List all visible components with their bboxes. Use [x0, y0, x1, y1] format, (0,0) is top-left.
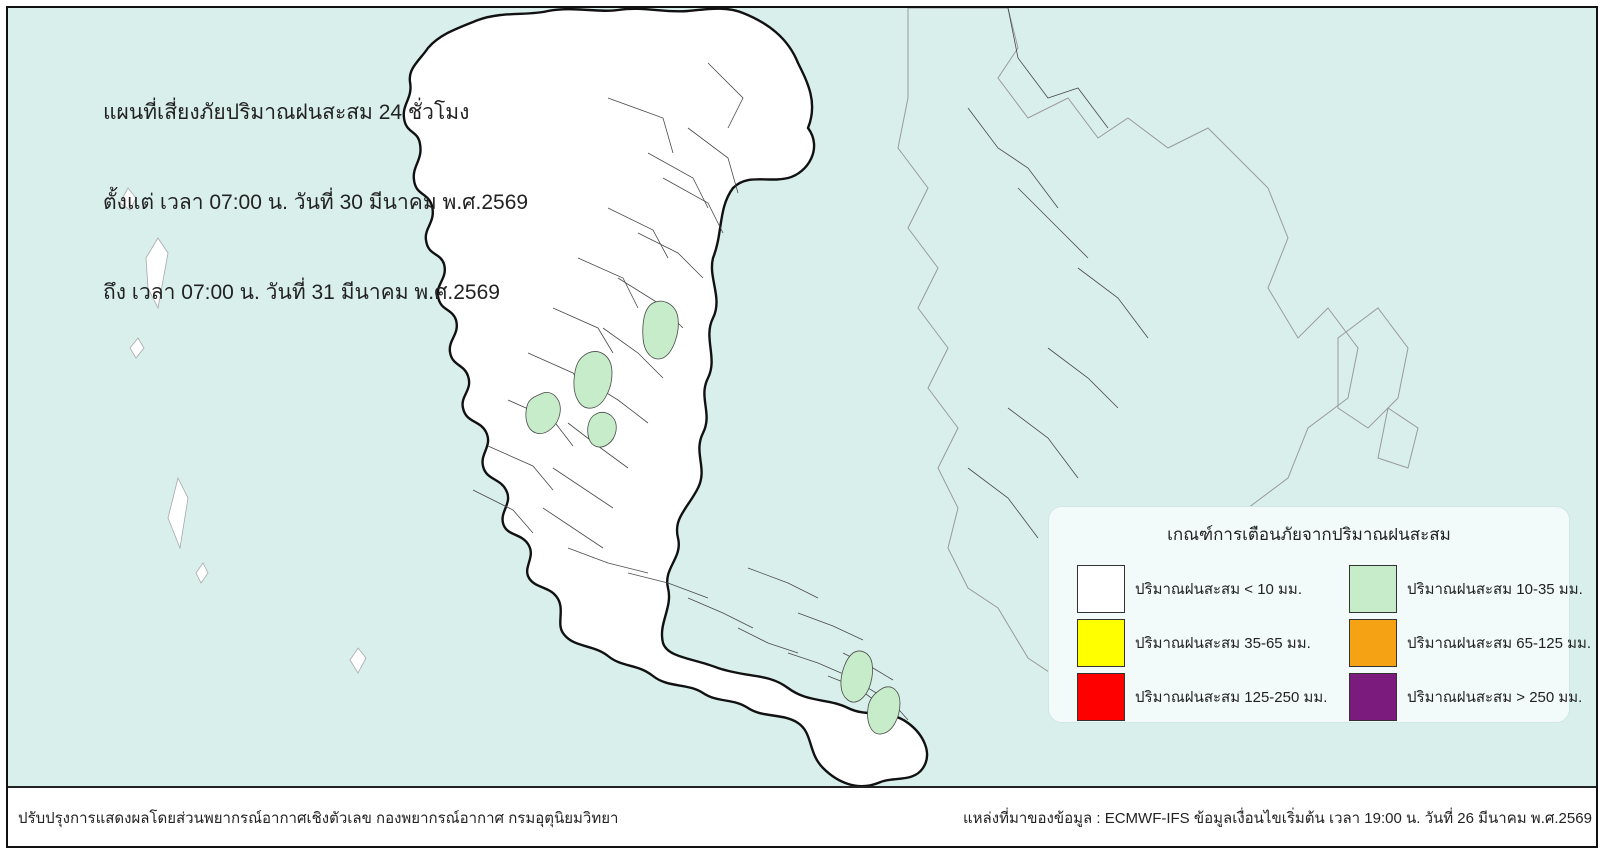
header-line-2: ตั้งแต่ เวลา 07:00 น. วันที่ 30 มีนาคม พ…: [103, 188, 528, 218]
map-frame: แผนที่เสี่ยงภัยปริมาณฝนสะสม 24 ชั่วโมง ต…: [6, 6, 1598, 848]
legend-panel: เกณฑ์การเตือนภัยจากปริมาณฝนสะสม ปริมาณฝน…: [1048, 506, 1570, 723]
header-line-3: ถึง เวลา 07:00 น. วันที่ 31 มีนาคม พ.ศ.2…: [103, 278, 528, 308]
legend-item-4: ปริมาณฝนสะสม 125-250 มม.: [1077, 673, 1327, 721]
legend-label-10-35: ปริมาณฝนสะสม 10-35 มม.: [1407, 577, 1583, 601]
legend-item-0: ปริมาณฝนสะสม < 10 มม.: [1077, 565, 1302, 613]
header-text-block: แผนที่เสี่ยงภัยปริมาณฝนสะสม 24 ชั่วโมง ต…: [103, 38, 528, 368]
footer-text-right: แหล่งที่มาของข้อมูล : ECMWF-IFS ข้อมูลเง…: [963, 806, 1592, 830]
legend-swatch-35-65: [1077, 619, 1125, 667]
footer-bar: ปรับปรุงการแสดงผลโดยส่วนพยากรณ์อากาศเชิง…: [8, 786, 1598, 848]
legend-item-5: ปริมาณฝนสะสม > 250 มม.: [1349, 673, 1582, 721]
legend-item-1: ปริมาณฝนสะสม 10-35 มม.: [1349, 565, 1583, 613]
legend-label-65-125: ปริมาณฝนสะสม 65-125 มม.: [1407, 631, 1591, 655]
legend-swatch-10-35: [1349, 565, 1397, 613]
footer-text-left: ปรับปรุงการแสดงผลโดยส่วนพยากรณ์อากาศเชิง…: [18, 806, 618, 830]
legend-label-gt250: ปริมาณฝนสะสม > 250 มม.: [1407, 685, 1582, 709]
legend-swatch-125-250: [1077, 673, 1125, 721]
legend-swatch-65-125: [1349, 619, 1397, 667]
legend-title: เกณฑ์การเตือนภัยจากปริมาณฝนสะสม: [1049, 521, 1569, 548]
legend-item-3: ปริมาณฝนสะสม 65-125 มม.: [1349, 619, 1591, 667]
legend-label-35-65: ปริมาณฝนสะสม 35-65 มม.: [1135, 631, 1311, 655]
legend-label-125-250: ปริมาณฝนสะสม 125-250 มม.: [1135, 685, 1327, 709]
legend-swatch-lt10: [1077, 565, 1125, 613]
legend-item-2: ปริมาณฝนสะสม 35-65 มม.: [1077, 619, 1311, 667]
header-line-1: แผนที่เสี่ยงภัยปริมาณฝนสะสม 24 ชั่วโมง: [103, 98, 528, 128]
legend-swatch-gt250: [1349, 673, 1397, 721]
legend-label-lt10: ปริมาณฝนสะสม < 10 มม.: [1135, 577, 1302, 601]
